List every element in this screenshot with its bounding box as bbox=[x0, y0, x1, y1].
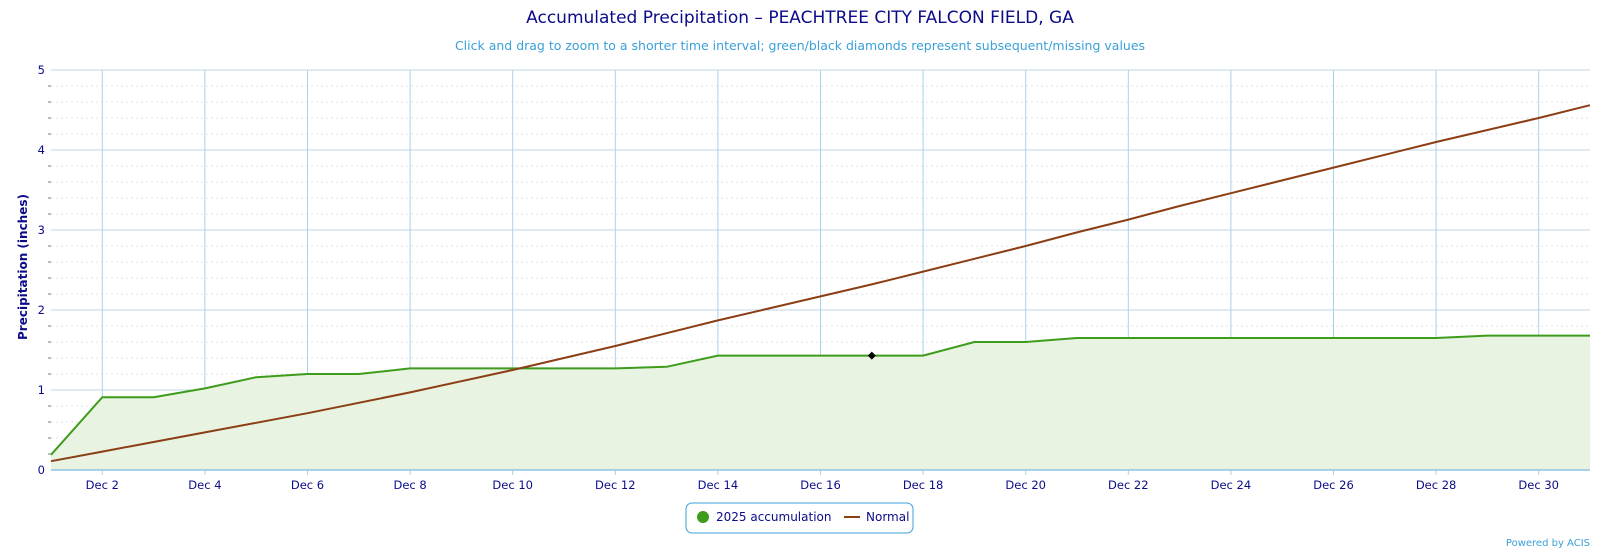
accumulation-series-line[interactable] bbox=[50, 334, 1590, 456]
legend-box bbox=[685, 502, 914, 534]
legend-item-accumulation[interactable]: 2025 accumulation bbox=[697, 510, 831, 524]
x-tick-label: Dec 16 bbox=[800, 478, 841, 492]
x-tick-label: Dec 30 bbox=[1518, 478, 1559, 492]
y-tick-label: 0 bbox=[38, 463, 45, 477]
x-tick-label: Dec 18 bbox=[903, 478, 944, 492]
legend-accumulation-swatch bbox=[697, 511, 709, 523]
normal-series-line[interactable] bbox=[50, 104, 1591, 463]
legend-normal-label: Normal bbox=[866, 510, 909, 524]
x-tick-label: Dec 4 bbox=[188, 478, 221, 492]
x-tick-label: Dec 6 bbox=[291, 478, 324, 492]
y-tick-label: 3 bbox=[38, 223, 45, 237]
x-tick-label: Dec 24 bbox=[1211, 478, 1252, 492]
chart-subtitle: Click and drag to zoom to a shorter time… bbox=[455, 38, 1145, 53]
missing-value-diamond[interactable] bbox=[867, 351, 876, 360]
y-tick-label: 2 bbox=[38, 303, 45, 317]
x-tick-label: Dec 14 bbox=[698, 478, 739, 492]
y-tick-label: 1 bbox=[38, 383, 45, 397]
y-axis-title: Precipitation (inches) bbox=[16, 194, 30, 340]
x-tick-label: Dec 12 bbox=[595, 478, 636, 492]
y-tick-label: 4 bbox=[38, 143, 45, 157]
legend-accumulation-label: 2025 accumulation bbox=[716, 510, 831, 524]
x-tick-label: Dec 10 bbox=[492, 478, 533, 492]
x-tick-label: Dec 28 bbox=[1416, 478, 1457, 492]
x-tick-label: Dec 2 bbox=[86, 478, 119, 492]
x-tick-label: Dec 26 bbox=[1313, 478, 1354, 492]
x-tick-label: Dec 22 bbox=[1108, 478, 1149, 492]
x-tick-label: Dec 8 bbox=[393, 478, 426, 492]
axes: 0 1 2 3 4 5 Dec 2 Dec 4 Dec 6 Dec 8 Dec 10 Dec 12 De… bbox=[38, 63, 1590, 492]
y-tick-label: 5 bbox=[38, 63, 45, 77]
x-tick-label: Dec 20 bbox=[1005, 478, 1046, 492]
legend-item-normal[interactable]: Normal bbox=[844, 510, 909, 524]
credit-link[interactable]: Powered by ACIS bbox=[1506, 538, 1590, 549]
legend[interactable]: 2025 accumulation Normal bbox=[685, 502, 914, 534]
chart-title: Accumulated Precipitation – PEACHTREE CI… bbox=[526, 8, 1074, 28]
plot-area[interactable] bbox=[50, 104, 1591, 470]
